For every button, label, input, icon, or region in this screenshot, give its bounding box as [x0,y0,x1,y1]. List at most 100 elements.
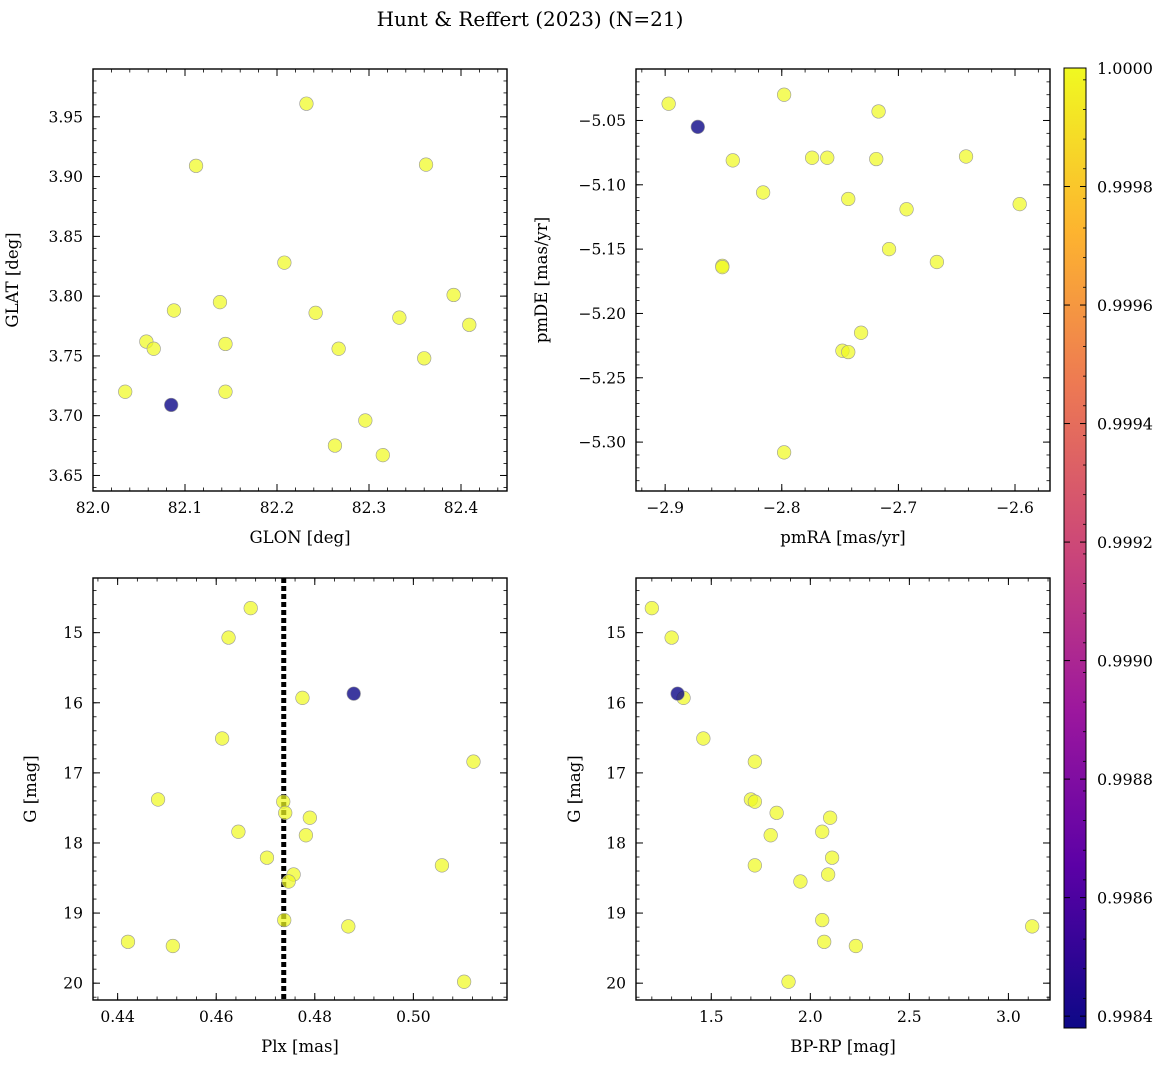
y-axis-label: pmDE [mas/yr] [532,217,551,343]
scatter-point [281,874,296,889]
y-tick-label: 20 [63,975,83,993]
x-tick-label: −2.9 [646,499,684,517]
scatter-point [302,810,317,825]
plot-frame [635,577,1051,1001]
scatter-point [392,310,407,325]
scatter-point [221,630,236,645]
scatter-point [756,185,771,200]
scatter-point [821,867,836,882]
scatter-point [218,384,233,399]
colorbar-tick-label: 0.9990 [1097,652,1153,671]
scatter-point [841,344,856,360]
y-axis-label: G [mag] [565,755,584,822]
scatter-point [331,341,346,356]
scatter-point [804,150,820,165]
x-tick-label: −2.6 [996,499,1034,517]
scatter-point [446,287,461,303]
panel-glon-glat: 82.0 82.1 82.2 82.3 82.4 3.65 3.70 3.75 3.80 3.85… [3,68,508,547]
scatter-point [308,305,323,320]
scatter-point [299,96,314,111]
scatter-point [715,260,730,275]
y-tick-label: 15 [606,624,626,642]
scatter-point [781,974,796,989]
scatter-point [457,974,472,989]
scatter-point [259,850,275,865]
scatter-point [853,325,869,340]
y-tick-label: 3.75 [48,347,83,365]
scatter-point [825,850,840,865]
x-tick-label: 2.5 [897,1008,922,1026]
scatter-point [815,824,830,839]
x-tick-label: 82.2 [260,499,295,517]
y-tick-label: 15 [63,624,83,642]
panel-bprp-g: 1.5 2.0 2.5 3.0 15 16 17 18 19 20 BP-RP [mag] G [ma… [565,577,1051,1056]
colorbar-tick-label: 0.9986 [1097,889,1153,908]
y-tick-label: −5.20 [579,305,627,323]
scatter-point [188,158,204,173]
scatter-point [231,824,246,839]
scatter-point [958,149,974,164]
colorbar-tick-label: 0.9984 [1097,1007,1153,1026]
x-tick-label: 82.1 [168,499,203,517]
scatter-point [871,104,886,119]
y-tick-label: 20 [606,975,626,993]
y-tick-label: −5.25 [579,369,627,387]
colorbar-tick-label: 1.0000 [1097,59,1153,78]
y-tick-label: −5.30 [579,434,627,452]
x-tick-label: 2.0 [798,1008,823,1026]
y-tick-label: 17 [63,764,83,782]
scatter-point [434,858,450,873]
colorbar-tick-label: 0.9998 [1097,178,1153,197]
x-tick-label: 82.4 [444,499,479,517]
scatter-point [462,317,477,332]
scatter-point [763,828,778,843]
scatter-point [747,858,762,873]
y-tick-label: −5.05 [579,112,627,130]
x-tick-label: 3.0 [996,1008,1021,1026]
scatter-point [146,341,161,356]
scatter-point [346,686,361,701]
scatter-point [899,202,914,217]
plot-frame [92,577,508,1001]
x-tick-label: 0.48 [298,1008,333,1026]
scatter-point [841,191,856,207]
scatter-point [1012,196,1027,212]
colorbar-tick-label: 0.9996 [1097,296,1153,315]
colorbar-tick-label: 0.9992 [1097,533,1153,552]
scatter-point [793,874,808,889]
colorbar: 1.0000 0.9998 0.9996 0.9994 0.9992 0.9990 0.99… [1063,59,1153,1029]
panel-plx-g: 0.44 0.46 0.48 0.50 15 16 17 18 19 20 Plx [mas] G [… [21,577,508,1056]
y-tick-label: 3.95 [48,108,83,126]
y-tick-label: 18 [606,834,626,852]
x-tick-label: 1.5 [699,1008,724,1026]
y-tick-label: 19 [606,905,626,923]
scatter-point [327,438,343,453]
plot-frame [92,68,508,492]
scatter-point [215,731,230,746]
x-axis-label: Plx [mas] [261,1037,339,1056]
scatter-point [358,413,373,428]
scatter-point [277,912,292,928]
x-tick-label: 0.46 [199,1008,234,1026]
x-axis-label: GLON [deg] [249,528,350,547]
colorbar-tick-label: 0.9988 [1097,770,1153,789]
scatter-point [375,448,390,463]
scatter-point [815,912,830,928]
scatter-point [212,295,228,310]
y-axis-label: G [mag] [21,755,40,822]
scatter-point [869,151,884,167]
plot-frame [635,68,1051,492]
x-tick-label: 0.50 [396,1008,431,1026]
scatter-point [278,805,293,820]
y-tick-label: 18 [63,834,83,852]
scatter-point [644,601,659,616]
scatter-point [466,754,481,769]
scatter-point [166,303,182,318]
scatter-point [690,119,705,134]
scatter-point [777,445,792,460]
scatter-point [664,630,679,645]
x-axis-label: pmRA [mas/yr] [780,528,905,547]
scatter-point [820,150,835,165]
scatter-point [218,336,233,352]
panel-pmra-pmde: −2.9 −2.8 −2.7 −2.6 −5.30 −5.25 −5.20 −5.15 −5.1… [532,68,1051,547]
